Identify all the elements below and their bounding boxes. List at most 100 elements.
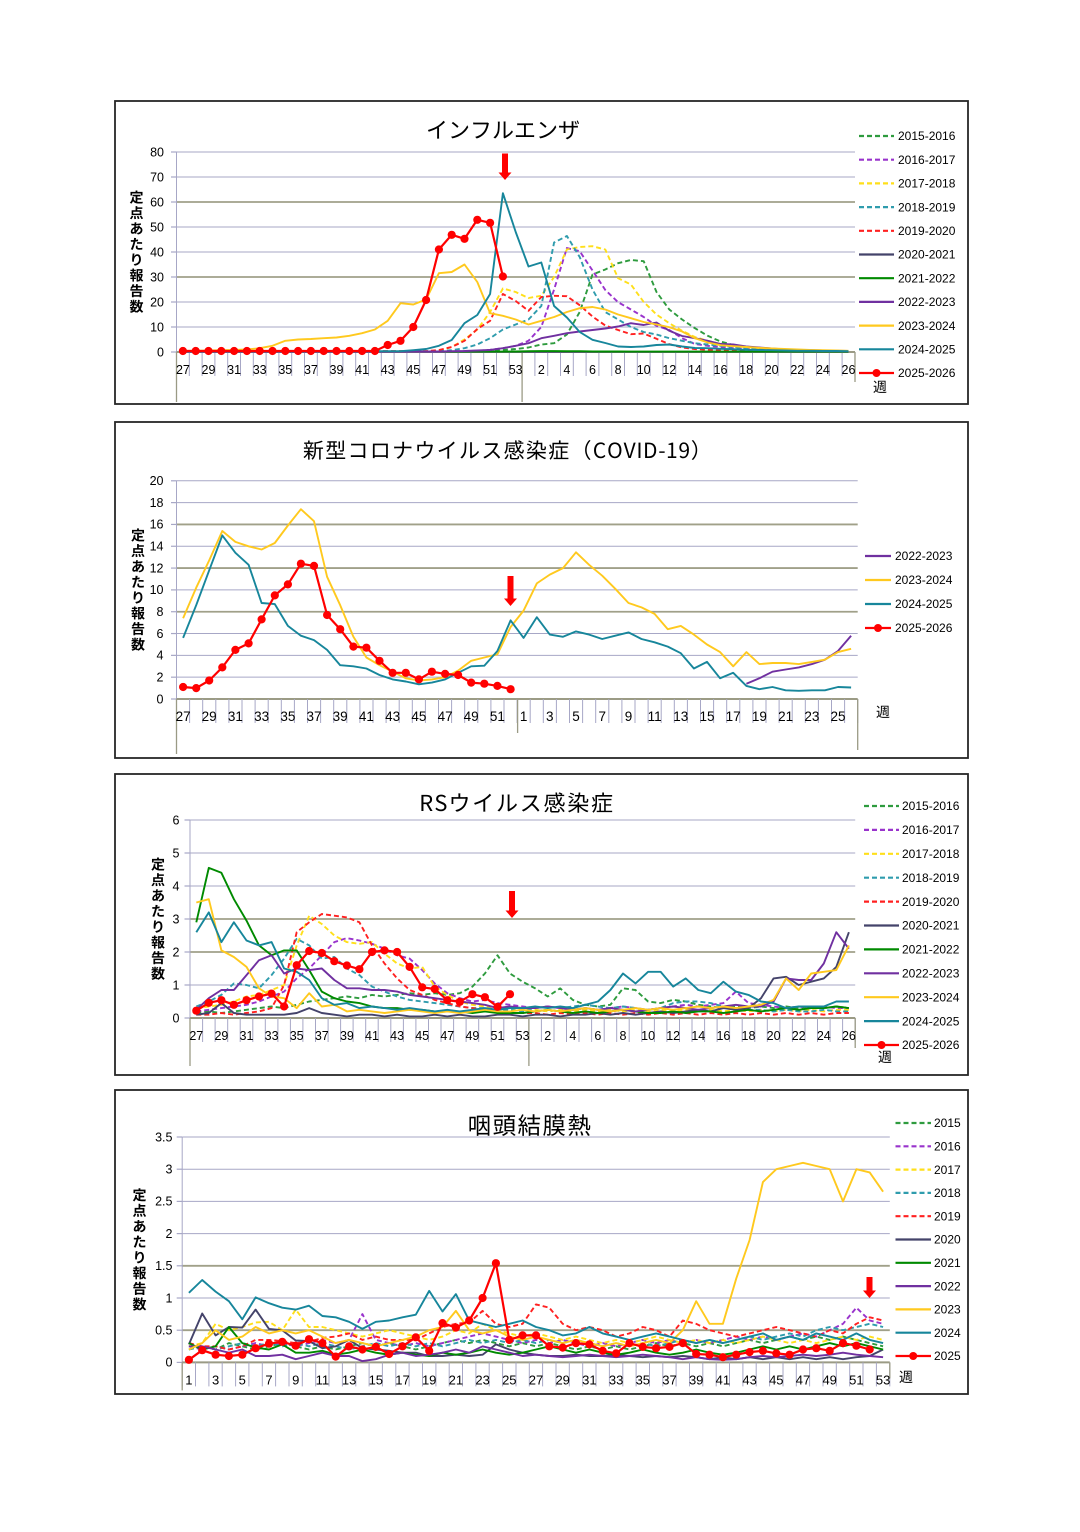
svg-text:0: 0 [157,692,164,706]
svg-text:20: 20 [150,295,164,309]
svg-text:12: 12 [666,1029,680,1043]
svg-text:45: 45 [769,1372,783,1387]
svg-text:31: 31 [582,1372,596,1387]
svg-text:6: 6 [589,363,596,377]
svg-text:6: 6 [594,1029,601,1043]
svg-text:11: 11 [316,1372,330,1387]
svg-text:2022-2023: 2022-2023 [898,295,956,309]
svg-text:25: 25 [830,709,845,724]
svg-text:26: 26 [842,1029,856,1043]
svg-text:7: 7 [265,1372,272,1387]
svg-text:17: 17 [395,1372,409,1387]
svg-text:41: 41 [359,709,374,724]
svg-text:35: 35 [280,709,295,724]
svg-text:40: 40 [150,245,164,259]
svg-text:14: 14 [150,540,164,554]
svg-text:1: 1 [173,978,180,992]
svg-text:30: 30 [150,270,164,284]
svg-text:51: 51 [849,1372,863,1387]
svg-text:43: 43 [381,363,395,377]
svg-text:3: 3 [166,1163,173,1177]
svg-text:43: 43 [742,1372,756,1387]
svg-text:2023-2024: 2023-2024 [902,990,960,1004]
svg-text:0.5: 0.5 [155,1324,172,1338]
svg-text:51: 51 [491,1029,505,1043]
svg-text:2024: 2024 [934,1326,961,1340]
svg-text:18: 18 [742,1029,756,1043]
svg-text:13: 13 [673,709,688,724]
svg-text:8: 8 [157,605,164,619]
svg-text:41: 41 [365,1029,379,1043]
svg-text:1: 1 [185,1372,192,1387]
svg-text:21: 21 [778,709,793,724]
svg-text:31: 31 [227,363,241,377]
svg-text:26: 26 [842,363,856,377]
svg-text:1.5: 1.5 [155,1259,172,1273]
svg-text:39: 39 [340,1029,354,1043]
svg-text:21: 21 [449,1372,463,1387]
svg-text:2024-2025: 2024-2025 [898,343,956,357]
svg-text:51: 51 [483,363,497,377]
svg-text:19: 19 [422,1372,436,1387]
svg-text:2025-2026: 2025-2026 [895,621,953,635]
svg-text:11: 11 [648,709,662,724]
svg-text:51: 51 [490,709,505,724]
svg-text:16: 16 [714,363,728,377]
svg-text:2022: 2022 [934,1279,961,1293]
svg-text:80: 80 [150,145,164,159]
svg-text:2019-2020: 2019-2020 [902,895,960,909]
svg-text:9: 9 [292,1372,299,1387]
svg-text:2: 2 [166,1227,173,1241]
svg-text:43: 43 [390,1029,404,1043]
svg-text:0: 0 [157,345,164,359]
svg-text:2017-2018: 2017-2018 [902,847,960,861]
svg-text:2019-2020: 2019-2020 [898,224,956,238]
svg-text:5: 5 [173,846,180,860]
svg-text:2016-2017: 2016-2017 [902,823,960,837]
svg-text:2019: 2019 [934,1209,961,1223]
svg-text:37: 37 [662,1372,676,1387]
svg-text:2020-2021: 2020-2021 [902,919,960,933]
svg-text:2017-2018: 2017-2018 [898,177,956,191]
svg-text:37: 37 [315,1029,329,1043]
svg-text:33: 33 [253,363,267,377]
svg-text:2021-2022: 2021-2022 [902,943,960,957]
svg-text:23: 23 [475,1372,489,1387]
svg-text:0: 0 [166,1356,173,1370]
svg-text:18: 18 [150,496,164,510]
svg-text:53: 53 [509,363,523,377]
svg-text:2023: 2023 [934,1303,961,1317]
svg-text:41: 41 [355,363,369,377]
svg-text:2016: 2016 [934,1140,961,1154]
svg-text:37: 37 [306,709,321,724]
svg-text:14: 14 [688,363,702,377]
svg-text:49: 49 [464,709,479,724]
svg-text:2025: 2025 [934,1349,961,1363]
svg-text:17: 17 [726,709,741,724]
svg-text:20: 20 [150,474,164,488]
svg-text:2015-2016: 2015-2016 [902,799,960,813]
svg-text:53: 53 [516,1029,530,1043]
svg-text:29: 29 [555,1372,569,1387]
svg-text:3: 3 [173,912,180,926]
svg-text:4: 4 [157,649,164,663]
svg-text:10: 10 [150,583,164,597]
svg-text:43: 43 [385,709,400,724]
svg-text:12: 12 [150,561,164,575]
svg-text:14: 14 [691,1029,705,1043]
svg-text:60: 60 [150,195,164,209]
svg-text:2018-2019: 2018-2019 [898,200,956,214]
svg-text:16: 16 [150,518,164,532]
svg-text:5: 5 [572,709,580,724]
svg-text:35: 35 [290,1029,304,1043]
svg-text:29: 29 [202,709,217,724]
svg-text:29: 29 [214,1029,228,1043]
svg-text:33: 33 [265,1029,279,1043]
svg-text:2024-2025: 2024-2025 [895,597,953,611]
svg-text:2017: 2017 [934,1163,961,1177]
svg-text:2016-2017: 2016-2017 [898,153,956,167]
svg-text:2018: 2018 [934,1186,961,1200]
svg-text:13: 13 [342,1372,356,1387]
svg-text:35: 35 [636,1372,650,1387]
svg-text:8: 8 [620,1029,627,1043]
